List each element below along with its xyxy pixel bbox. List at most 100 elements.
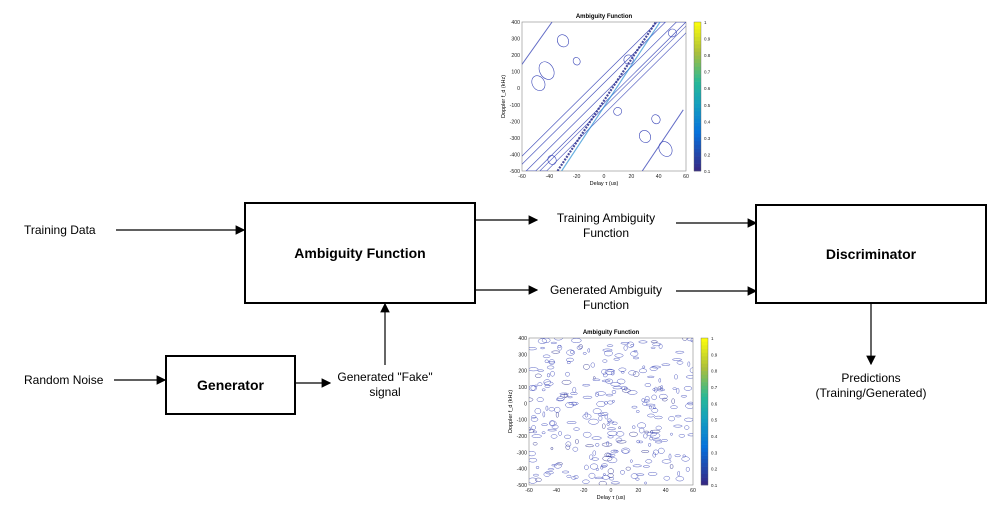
contour-speckle bbox=[652, 342, 661, 347]
contour-speckle bbox=[646, 432, 657, 437]
colorbar-segment bbox=[694, 159, 701, 164]
contour-speckle bbox=[564, 434, 572, 439]
contour-speckle bbox=[529, 429, 535, 433]
contour-speckle bbox=[607, 427, 616, 431]
colorbar-tick-label: 0.2 bbox=[704, 152, 711, 157]
colorbar-segment bbox=[701, 363, 708, 368]
colorbar-segment bbox=[694, 111, 701, 116]
contour-speckle bbox=[687, 361, 691, 367]
colorbar-segment bbox=[694, 55, 701, 60]
contour-speckle bbox=[620, 342, 630, 345]
contour-speckle bbox=[606, 369, 615, 372]
colorbar-segment bbox=[694, 152, 701, 157]
contour-speckle bbox=[650, 340, 658, 344]
x-tick-label: 20 bbox=[628, 174, 634, 180]
colorbar-segment bbox=[701, 356, 708, 361]
colorbar-segment bbox=[701, 360, 708, 365]
contour-speckle bbox=[615, 431, 625, 437]
colorbar-frame bbox=[700, 337, 709, 486]
contour-speckle bbox=[537, 382, 543, 387]
contour-speckle bbox=[681, 456, 690, 462]
contour-speckle bbox=[661, 397, 668, 402]
contour-speckle bbox=[655, 425, 662, 431]
contour-speckle bbox=[557, 344, 563, 351]
contour-speckle bbox=[550, 446, 554, 451]
contour-speckle bbox=[635, 477, 640, 481]
colorbar-segment bbox=[701, 352, 708, 357]
contour-speckle bbox=[644, 395, 650, 402]
x-tick-label: 60 bbox=[683, 174, 689, 180]
contour-speckle bbox=[620, 470, 625, 475]
colorbar-segment bbox=[694, 100, 701, 105]
colorbar-segment bbox=[701, 407, 708, 412]
contour-speckle bbox=[582, 395, 593, 399]
contour-speckle bbox=[636, 410, 640, 413]
contour-speckle bbox=[674, 454, 681, 458]
contour-speckle bbox=[638, 440, 644, 444]
contour-speckle bbox=[543, 471, 551, 477]
contour-speckle bbox=[536, 397, 544, 402]
contour-main-ridge bbox=[556, 22, 657, 171]
y-tick-label: -500 bbox=[510, 169, 520, 175]
contour-speckle bbox=[530, 417, 539, 422]
x-tick-label: 0 bbox=[610, 488, 613, 494]
contour-speckle bbox=[529, 450, 536, 457]
contour-speckle bbox=[645, 459, 653, 464]
contour-speckle bbox=[652, 438, 662, 442]
contour-speckle bbox=[550, 370, 555, 377]
predictions-line-1: Predictions bbox=[841, 371, 901, 385]
contour-speckle bbox=[545, 471, 554, 475]
contour-speckle bbox=[534, 384, 538, 387]
contour-speckle bbox=[682, 338, 688, 341]
contour-speckle bbox=[644, 481, 647, 485]
contour-speckle bbox=[669, 464, 674, 470]
contour-speckle bbox=[653, 449, 659, 455]
colorbar-segment bbox=[701, 404, 708, 409]
contour-speckle bbox=[690, 338, 693, 343]
contour-speckle bbox=[607, 468, 614, 475]
contour-blob bbox=[658, 141, 673, 157]
contour-speckle bbox=[587, 348, 591, 353]
colorbar-tick-label: 0.7 bbox=[711, 385, 718, 390]
contour-speckle bbox=[530, 385, 537, 391]
contour-speckle bbox=[591, 457, 599, 461]
colorbar-segment bbox=[701, 385, 708, 390]
colorbar-tick-label: 0.9 bbox=[704, 37, 711, 42]
contour-speckle bbox=[623, 345, 628, 351]
contour-speckle bbox=[602, 423, 606, 429]
discriminator-box: Discriminator bbox=[755, 204, 987, 304]
contour-speckle bbox=[683, 386, 693, 391]
colorbar-segment bbox=[701, 481, 708, 486]
contour-speckle bbox=[661, 439, 668, 442]
colorbar-segment bbox=[701, 371, 708, 376]
contour-speckle bbox=[529, 397, 534, 402]
contour-speckle bbox=[529, 427, 532, 431]
contour-speckle bbox=[670, 432, 673, 436]
contour-speckle bbox=[668, 453, 672, 460]
contour-speckle bbox=[602, 372, 608, 378]
colorbar-segment bbox=[701, 466, 708, 471]
contour-speckle bbox=[651, 408, 659, 413]
training-data-label: Training Data bbox=[24, 223, 96, 237]
y-tick-label: 200 bbox=[518, 369, 527, 375]
colorbar-segment bbox=[694, 29, 701, 34]
contour-speckle bbox=[531, 434, 542, 438]
colorbar-segment bbox=[701, 389, 708, 394]
contour-speckle bbox=[592, 408, 602, 415]
colorbar-segment bbox=[694, 85, 701, 90]
contour-speckle bbox=[561, 379, 572, 385]
colorbar-segment bbox=[701, 426, 708, 431]
colorbar-segment bbox=[694, 107, 701, 112]
y-tick-label: 0 bbox=[517, 86, 520, 92]
colorbar-segment bbox=[701, 433, 708, 438]
contour-speckle bbox=[558, 430, 562, 436]
contour-speckle bbox=[546, 365, 555, 370]
contour-speckle bbox=[637, 422, 647, 429]
contour-speckle bbox=[602, 348, 613, 352]
contour-speckle bbox=[541, 423, 548, 426]
contour-speckle bbox=[604, 368, 615, 375]
colorbar-segment bbox=[701, 367, 708, 372]
contour-speckle bbox=[613, 450, 618, 453]
contour-speckle bbox=[642, 402, 648, 406]
